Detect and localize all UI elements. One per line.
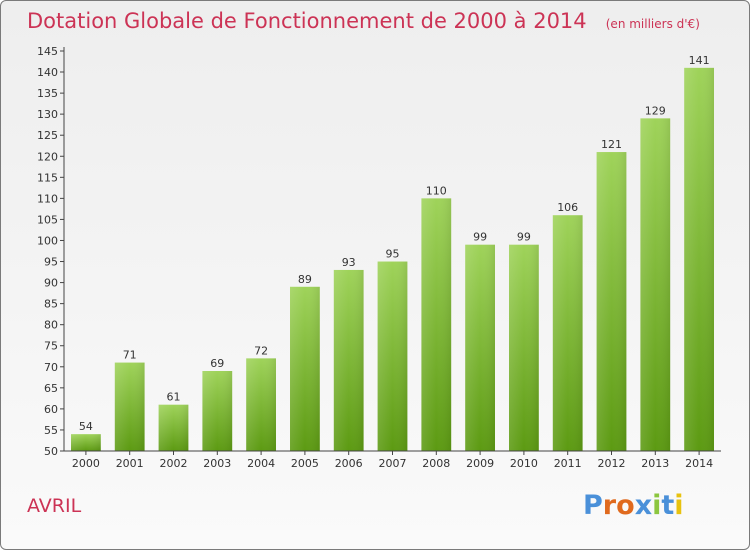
brand-letter: P <box>583 490 603 521</box>
y-tick-label: 135 <box>37 87 58 100</box>
x-tick-label-2002: 2002 <box>160 457 188 470</box>
data-label-2013: 129 <box>645 104 666 117</box>
data-label-2000: 54 <box>79 420 93 433</box>
brand-letter: t <box>661 490 675 521</box>
bar-shade-2000 <box>71 434 101 451</box>
data-label-2012: 121 <box>601 138 622 151</box>
brand-letter: o <box>616 490 635 521</box>
bar-shade-2004 <box>246 358 276 451</box>
x-tick-label-2004: 2004 <box>247 457 275 470</box>
data-label-2004: 72 <box>254 344 268 357</box>
chart-title: Dotation Globale de Fonctionnement de 20… <box>27 9 587 33</box>
y-tick-label: 85 <box>44 298 58 311</box>
bar-shade-2014 <box>684 67 714 451</box>
data-label-2005: 89 <box>298 273 312 286</box>
data-label-2014: 141 <box>689 54 710 67</box>
bar-shade-2006 <box>333 269 364 451</box>
y-tick-label: 75 <box>44 340 58 353</box>
brand-letter: x <box>634 490 653 521</box>
y-tick-label: 80 <box>44 319 58 332</box>
proxiti-logo: Proxiti <box>583 490 684 521</box>
x-tick-label-2014: 2014 <box>685 457 713 470</box>
x-tick-label-2008: 2008 <box>422 457 450 470</box>
y-tick-label: 125 <box>37 129 58 142</box>
chart-subtitle: (en milliers d'€) <box>605 17 700 31</box>
y-tick-label: 60 <box>44 403 58 416</box>
y-tick-label: 140 <box>37 66 58 79</box>
y-tick-label: 55 <box>44 424 58 437</box>
data-label-2011: 106 <box>557 201 578 214</box>
x-tick-label-2003: 2003 <box>203 457 231 470</box>
x-tick-label-2010: 2010 <box>510 457 538 470</box>
y-tick-label: 130 <box>37 108 58 121</box>
bar-shade-2010 <box>509 244 539 451</box>
y-tick-label: 120 <box>37 150 58 163</box>
bar-shade-2009 <box>465 244 495 451</box>
data-label-2010: 99 <box>517 231 531 244</box>
data-label-2006: 93 <box>342 256 356 269</box>
y-tick-label: 95 <box>44 256 58 269</box>
y-tick-label: 70 <box>44 361 58 374</box>
title-row: Dotation Globale de Fonctionnement de 20… <box>27 9 700 33</box>
commune-name: AVRIL <box>27 495 82 517</box>
y-tick-label: 100 <box>37 234 58 247</box>
x-tick-label-2006: 2006 <box>335 457 363 470</box>
x-tick-label-2009: 2009 <box>466 457 494 470</box>
data-label-2001: 71 <box>123 349 137 362</box>
bar-shade-2002 <box>158 404 189 451</box>
bar-shade-2003 <box>202 371 233 451</box>
bar-shade-2013 <box>640 118 671 452</box>
bar-shade-2005 <box>290 286 320 451</box>
data-label-2003: 69 <box>210 357 224 370</box>
brand-letter: r <box>602 490 617 521</box>
x-axis: 2000 2001 2002 2003 2004 2005 2006 2007 2008 2009… <box>64 450 721 470</box>
bar-shade-2011 <box>552 215 583 451</box>
brand-letter: i <box>674 490 684 521</box>
bar-shade-2007 <box>377 261 408 451</box>
bar-shade-2001 <box>114 362 145 451</box>
y-tick-label: 115 <box>37 171 58 184</box>
data-label-2007: 95 <box>386 248 400 261</box>
data-label-2009: 99 <box>473 231 487 244</box>
data-label-2002: 61 <box>167 391 181 404</box>
x-tick-label-2007: 2007 <box>379 457 407 470</box>
y-tick-label: 105 <box>37 213 58 226</box>
x-tick-label-2005: 2005 <box>291 457 319 470</box>
bars: 54 71 61 69 72 89 93 95 110 99 99 106 121 129 141 <box>71 54 714 452</box>
x-tick-label-2013: 2013 <box>641 457 669 470</box>
x-tick-label-2011: 2011 <box>554 457 582 470</box>
y-tick-label: 50 <box>44 445 58 458</box>
y-tick-label: 145 <box>37 45 58 58</box>
bar-shade-2008 <box>421 198 452 451</box>
y-tick-label: 65 <box>44 382 58 395</box>
data-label-2008: 110 <box>426 184 447 197</box>
y-axis: 50 55 60 65 70 75 80 85 90 95 100 105 110 115 120 125 13… <box>37 45 65 458</box>
bar-shade-2012 <box>596 152 627 452</box>
brand-letter: i <box>652 490 662 521</box>
x-tick-label-2012: 2012 <box>598 457 626 470</box>
y-tick-label: 110 <box>37 192 58 205</box>
y-tick-label: 90 <box>44 277 58 290</box>
x-tick-label-2001: 2001 <box>116 457 144 470</box>
x-tick-label-2000: 2000 <box>72 457 100 470</box>
